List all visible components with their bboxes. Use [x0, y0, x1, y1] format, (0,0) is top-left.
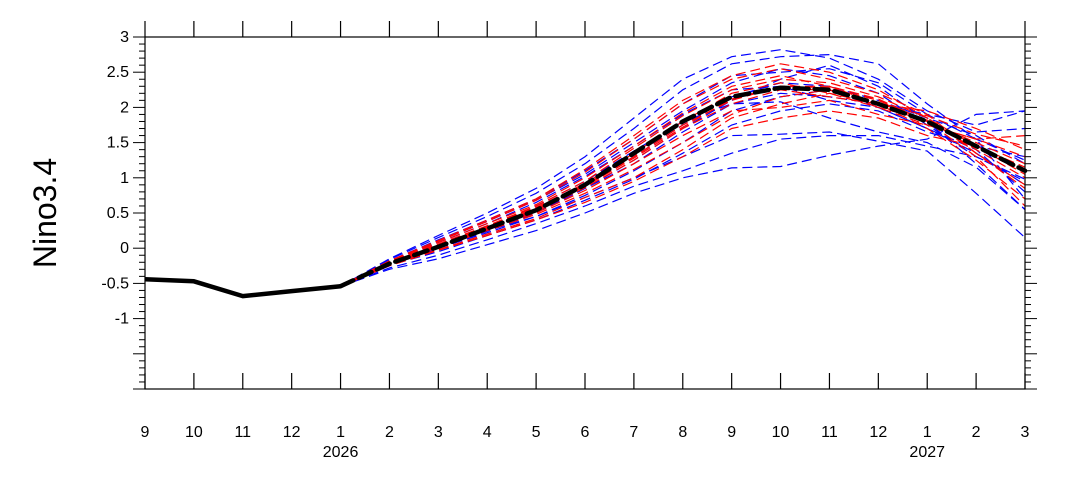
y-tick-label: 0 [120, 240, 129, 257]
y-axis-title: Nino3.4 [27, 158, 63, 268]
ensemble-member-red-17 [340, 68, 1026, 287]
x-tick-label: 6 [581, 424, 590, 441]
ensemble-member-blue-7 [340, 53, 1026, 287]
ensemble-member-blue-11 [340, 103, 1026, 287]
ensemble-member-blue-1 [340, 110, 1026, 287]
ensemble-member-red-18 [340, 92, 1026, 287]
ensemble-mean-line [338, 85, 1028, 289]
x-tick-label: 12 [283, 424, 301, 441]
x-tick-label: 4 [483, 424, 492, 441]
y-tick-label: 3 [120, 29, 129, 46]
x-year-label: 2026 [323, 444, 359, 461]
y-tick-label: 1.5 [107, 135, 129, 152]
x-tick-label: 5 [532, 424, 541, 441]
x-year-label: 2027 [909, 444, 945, 461]
y-tick-label: 2.5 [107, 64, 129, 81]
ensemble-member-red-24 [340, 63, 1026, 287]
x-tick-label: 8 [678, 424, 687, 441]
x-tick-label: 11 [234, 424, 251, 441]
y-tick-label: -1 [115, 311, 129, 328]
x-tick-label: 2 [385, 424, 394, 441]
observed-line [144, 276, 341, 299]
ensemble-member-red-16 [340, 78, 1026, 287]
x-tick-label: 12 [869, 424, 887, 441]
observed-layer [144, 276, 341, 299]
ensemble-member-red-25 [340, 110, 1026, 287]
ensemble-member-blue-2 [340, 135, 1026, 287]
x-tick-label: 10 [185, 424, 203, 441]
x-tick-label: 7 [629, 424, 638, 441]
y-tick-label: 2 [120, 99, 129, 116]
x-tick-label: 10 [772, 424, 790, 441]
x-tick-label: 1 [336, 424, 345, 441]
ensemble-member-red-20 [340, 75, 1026, 287]
y-tick-label: 0.5 [107, 205, 129, 222]
x-tick-label: 2 [972, 424, 981, 441]
ensemble-mean-layer [338, 85, 1028, 289]
x-tick-label: 11 [821, 424, 838, 441]
x-tick-label: 3 [434, 424, 443, 441]
x-tick-label: 9 [141, 424, 150, 441]
x-tick-label: 1 [923, 424, 932, 441]
y-tick-label: -0.5 [101, 275, 129, 292]
x-tick-label: 9 [727, 424, 736, 441]
axis-ticks [133, 21, 1037, 390]
x-tick-label: 3 [1021, 424, 1030, 441]
y-tick-label: 1 [120, 170, 129, 187]
ensemble-member-blue-8 [340, 49, 1026, 287]
